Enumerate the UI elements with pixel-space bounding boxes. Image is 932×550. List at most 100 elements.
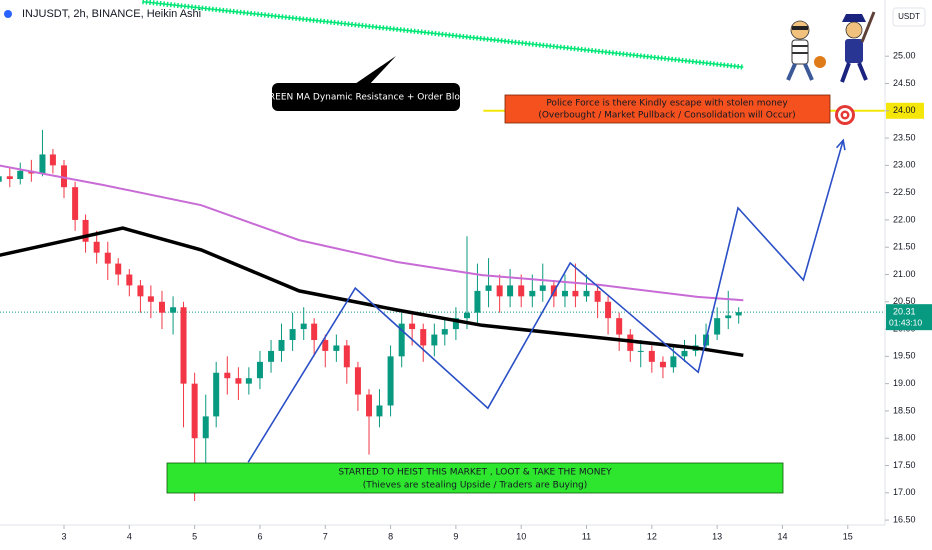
x-tick-label: 3 (61, 531, 66, 541)
candle-body (518, 285, 525, 297)
candle-body (311, 323, 318, 340)
candle-body (61, 165, 68, 188)
candle-body (72, 187, 79, 220)
x-tick-label: 7 (323, 531, 328, 541)
police-icon (840, 11, 876, 83)
x-tick-label: 6 (257, 531, 262, 541)
candle-body (235, 378, 242, 384)
candle-body (147, 296, 154, 302)
currency-box (892, 7, 926, 27)
police-note: Police Force is there Kindly escape with… (546, 99, 788, 109)
candle-body (431, 334, 438, 346)
heist-note: STARTED TO HEIST THIS MARKET , LOOT & TA… (338, 468, 612, 478)
y-tick-label: 22.00 (893, 214, 916, 224)
candle-body (463, 312, 470, 319)
candle-body (387, 356, 394, 406)
candle-body (256, 361, 263, 379)
note-pointer (352, 56, 396, 86)
y-tick-label: 25.00 (893, 51, 916, 61)
y-tick-label: 23.50 (893, 132, 916, 142)
candle-body (17, 170, 24, 180)
ma-line (0, 164, 744, 302)
candle-body (170, 307, 177, 313)
candle-body (376, 405, 383, 417)
currency: USDT (898, 12, 920, 21)
chart-title: INJUSDT, 2h, BINANCE, Heikin Ashi (22, 8, 201, 20)
y-tick-label: 24.50 (893, 78, 916, 88)
candle-body (289, 329, 296, 340)
y-tick-label: 23.00 (893, 160, 916, 170)
candle-body (539, 285, 546, 291)
candle-body (245, 378, 252, 384)
candle-body (268, 350, 275, 362)
x-tick-label: 15 (843, 531, 853, 541)
candle-body (137, 285, 144, 297)
candle-body (659, 361, 666, 368)
y-tick-label: 18.50 (893, 405, 916, 415)
candle-body (158, 301, 165, 313)
y-tick-label: 17.00 (893, 487, 916, 497)
x-tick-label: 14 (777, 531, 787, 541)
heist-note: (Thieves are stealing Upside / Traders a… (363, 481, 588, 491)
candle-body (529, 290, 536, 297)
candle-body (366, 394, 373, 417)
candle-body (278, 339, 285, 351)
x-tick-label: 4 (127, 531, 132, 541)
last-price-box (886, 304, 932, 331)
candle-body (322, 339, 329, 351)
x-tick-label: 8 (388, 531, 393, 541)
candle-body (39, 154, 46, 174)
candle-body (452, 318, 459, 330)
candle-body (409, 323, 416, 330)
police-note: (Overbought / Market Pullback / Consolid… (538, 111, 795, 121)
level-label-box (886, 102, 924, 119)
candle-body (485, 285, 492, 291)
x-tick-label: 11 (582, 531, 591, 541)
candle-body (474, 290, 481, 313)
y-tick-label: 24.00 (893, 105, 916, 115)
ma-line (142, 0, 744, 70)
candle-body (213, 372, 220, 417)
candle-body (343, 345, 350, 368)
candle-body (616, 318, 623, 335)
x-tick-label: 12 (647, 531, 657, 541)
symbol-icon (4, 10, 12, 18)
candle-body (496, 285, 503, 297)
heist-box (166, 462, 784, 494)
candle-body (300, 323, 307, 330)
projection-line (247, 140, 844, 463)
y-tick-label: 17.50 (893, 460, 916, 470)
candle-body (420, 329, 427, 346)
candle-body (648, 350, 655, 362)
x-tick-label: 9 (453, 531, 458, 541)
candle-body (333, 345, 340, 351)
y-tick-label: 19.50 (893, 351, 916, 361)
time-axis-panel (0, 525, 932, 550)
candle-body (594, 290, 601, 302)
candle-body (561, 290, 568, 297)
y-tick-label: 20.50 (893, 296, 916, 306)
target-icon (835, 105, 855, 125)
candle-body (224, 372, 231, 379)
plot (0, 0, 744, 501)
candle-body (49, 154, 56, 166)
annotations: GREEN MA Dynamic Resistance + Order Bloc… (166, 11, 876, 494)
candle-body (93, 241, 100, 253)
candle-body (507, 285, 514, 297)
candle-body (191, 383, 198, 439)
candle-body (354, 367, 361, 395)
candle-body (583, 290, 590, 297)
countdown: 01:43:10 (889, 317, 922, 327)
candle-body (6, 176, 13, 180)
candle-body (681, 350, 688, 357)
thief-icon (786, 20, 826, 81)
y-tick-label: 19.00 (893, 378, 916, 388)
candle-body (637, 350, 644, 352)
projection-arrow (835, 138, 846, 151)
candle-body (735, 312, 742, 316)
candle-body (670, 356, 677, 368)
price-axis-panel (885, 0, 932, 550)
